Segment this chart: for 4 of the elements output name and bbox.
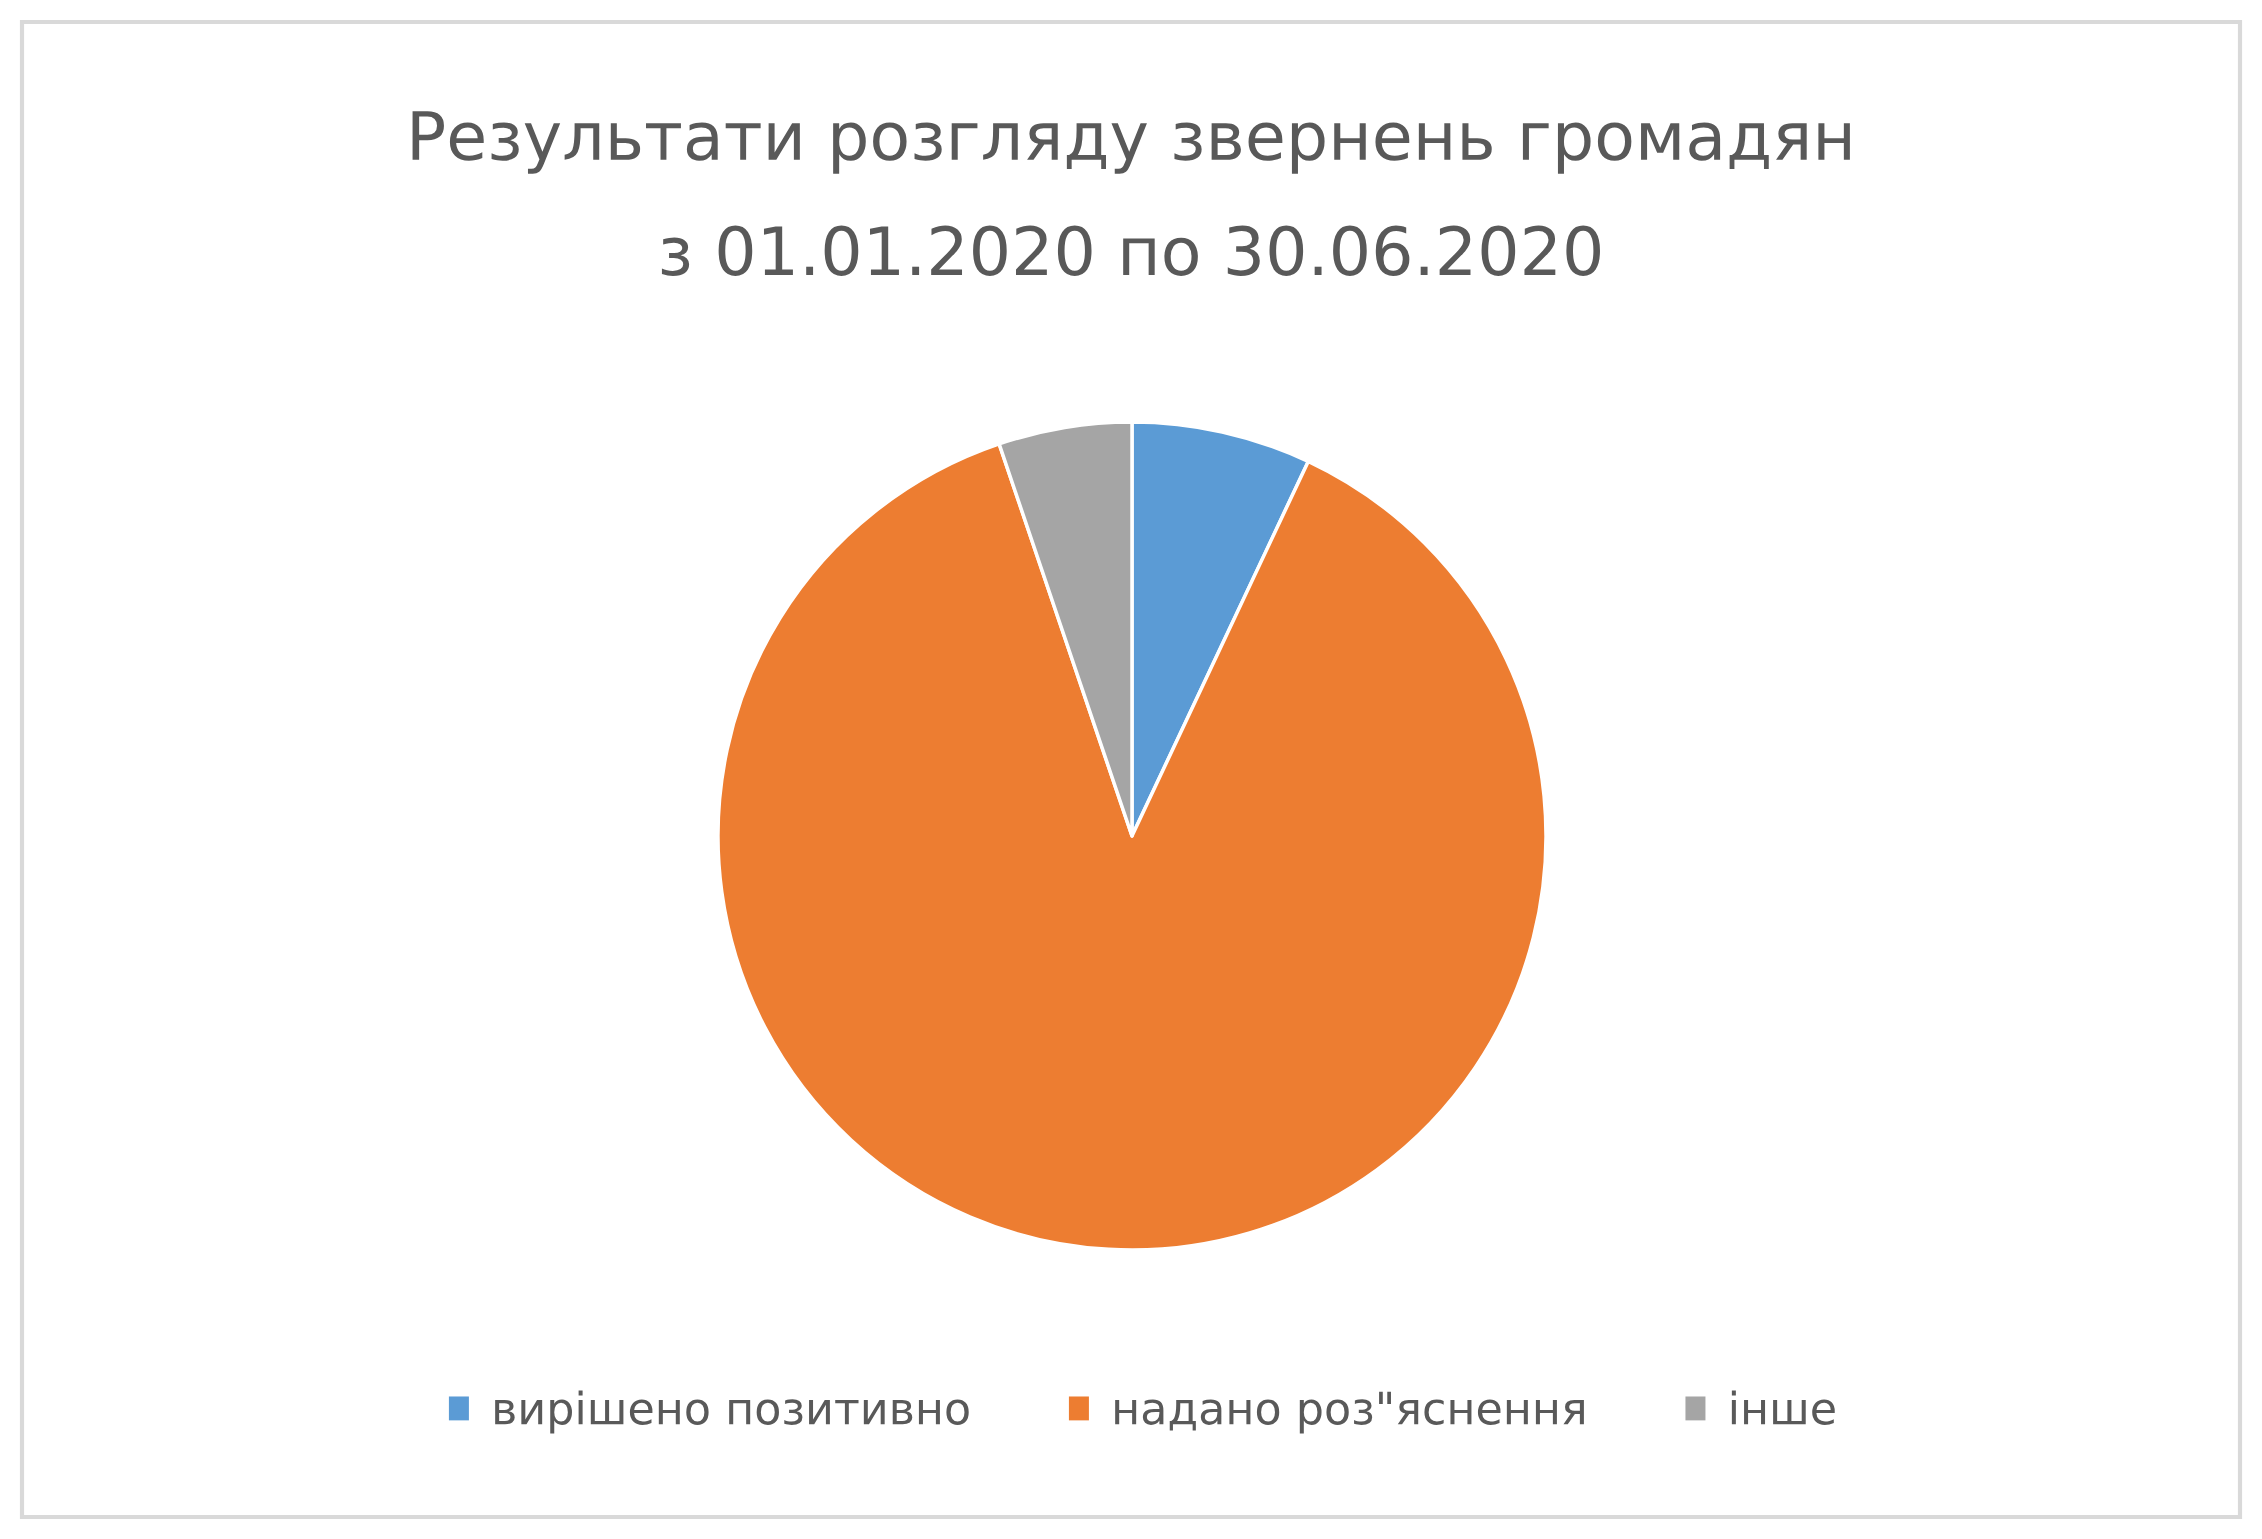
legend-label: надано роз"яснення xyxy=(1115,1391,1584,1434)
legend-label: інше xyxy=(1731,1390,1835,1425)
chart-title: Результати розгляду звернень громадян з 01.01.2020 по 30.06.2020 xyxy=(412,111,1850,276)
legend-label: вирішено позитивно xyxy=(495,1390,969,1434)
